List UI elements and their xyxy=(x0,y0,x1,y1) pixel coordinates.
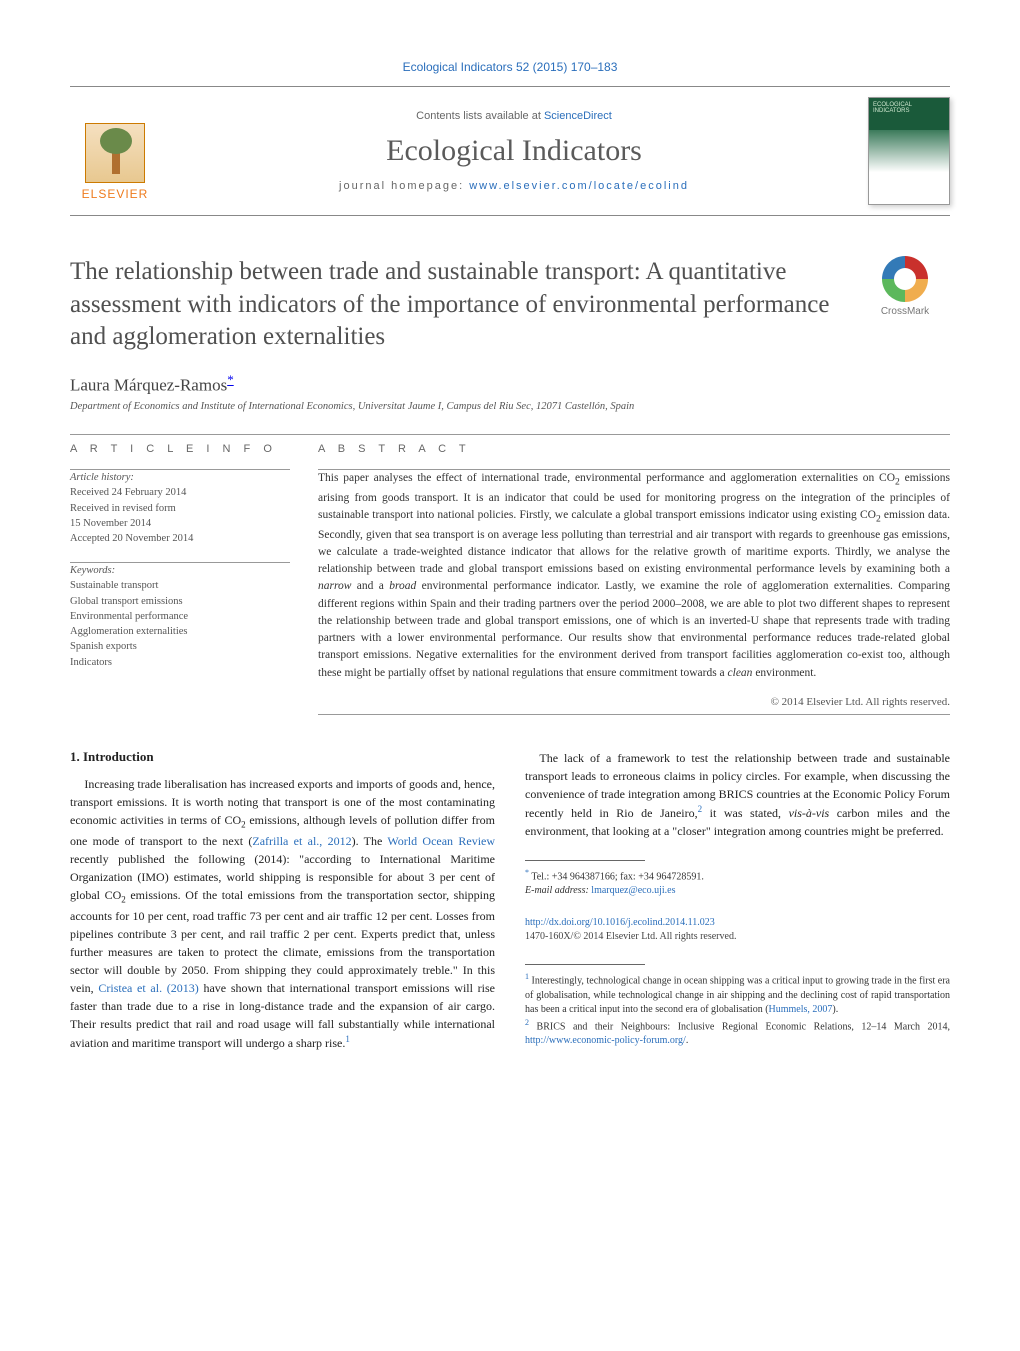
journal-homepage-link[interactable]: www.elsevier.com/locate/ecolind xyxy=(469,180,689,192)
cite-zafrilla-2012[interactable]: Zafrilla et al., 2012 xyxy=(252,834,351,848)
keyword-1: Global transport emissions xyxy=(70,594,290,609)
intro-visavis: vis-à-vis xyxy=(789,806,830,820)
intro-3b: it was stated, xyxy=(702,806,788,820)
abstract-text: This paper analyses the effect of intern… xyxy=(318,470,950,682)
history-revised-l1: Received in revised form xyxy=(70,501,290,516)
corresp-email-label: E-mail address: xyxy=(525,885,591,896)
abs-seg-a: This paper analyses the effect of intern… xyxy=(318,472,895,484)
keyword-4: Spanish exports xyxy=(70,639,290,654)
elsevier-tree-icon xyxy=(85,123,145,183)
homepage-prefix: journal homepage: xyxy=(339,180,469,192)
keywords-block: Keywords: Sustainable transport Global t… xyxy=(70,563,290,670)
body-two-column: 1. Introduction Increasing trade liberal… xyxy=(70,749,950,1052)
masthead: ELSEVIER Contents lists available at Sci… xyxy=(70,86,950,216)
article-info-heading: a r t i c l e i n f o xyxy=(70,443,290,455)
footnote-2: 2 BRICS and their Neighbours: Inclusive … xyxy=(525,1017,950,1048)
journal-name: Ecological Indicators xyxy=(180,134,848,168)
history-revised-l2: 15 November 2014 xyxy=(70,516,290,531)
abs-broad: broad xyxy=(389,580,416,592)
cite-world-ocean-review[interactable]: World Ocean Review xyxy=(387,834,495,848)
right-footnotes-block: 1 Interestingly, technological change in… xyxy=(525,964,950,1048)
corresponding-author-footnote: * Tel.: +34 964387166; fax: +34 96472859… xyxy=(525,867,950,884)
fn1-a: Interestingly, technological change in o… xyxy=(525,976,950,1015)
footnotes-rule xyxy=(525,964,645,965)
history-label: Article history: xyxy=(70,470,290,485)
cite-cristea-2013[interactable]: Cristea et al. (2013) xyxy=(98,981,198,995)
corresponding-author-marker[interactable]: * xyxy=(227,372,234,387)
corresp-tel: +34 964387166 xyxy=(552,871,615,882)
abs-seg-f: environment. xyxy=(752,667,816,679)
section-1-heading: 1. Introduction xyxy=(70,749,495,765)
article-title: The relationship between trade and susta… xyxy=(70,256,840,354)
corresp-fax: +34 964728591. xyxy=(638,871,704,882)
epf-link[interactable]: http://www.economic-policy-forum.org/ xyxy=(525,1035,686,1046)
crossmark-badge[interactable]: CrossMark xyxy=(860,256,950,317)
footnote-1: 1 Interestingly, technological change in… xyxy=(525,971,950,1016)
keywords-label: Keywords: xyxy=(70,563,290,578)
history-received: Received 24 February 2014 xyxy=(70,485,290,500)
corresp-email-line: E-mail address: lmarquez@eco.uji.es xyxy=(525,884,950,898)
intro-1c: ). The xyxy=(352,834,388,848)
sciencedirect-link[interactable]: ScienceDirect xyxy=(544,110,612,122)
keyword-3: Agglomeration externalities xyxy=(70,624,290,639)
fn2-b: . xyxy=(686,1035,689,1046)
article-history: Article history: Received 24 February 20… xyxy=(70,470,290,546)
issn-copyright-line: 1470-160X/© 2014 Elsevier Ltd. All right… xyxy=(525,931,736,942)
contents-available-line: Contents lists available at ScienceDirec… xyxy=(180,110,848,122)
divider-top xyxy=(70,434,950,435)
crossmark-label: CrossMark xyxy=(881,306,929,317)
fn2-a: BRICS and their Neighbours: Inclusive Re… xyxy=(529,1021,950,1032)
keyword-0: Sustainable transport xyxy=(70,578,290,593)
abstract-copyright: © 2014 Elsevier Ltd. All rights reserved… xyxy=(318,696,950,708)
corresp-marker: * xyxy=(525,868,529,877)
journal-reference: Ecological Indicators 52 (2015) 170–183 xyxy=(70,60,950,74)
author-name: Laura Márquez-Ramos* xyxy=(70,372,950,396)
journal-cover-thumbnail[interactable] xyxy=(868,97,950,205)
abs-seg-d: and a xyxy=(351,580,389,592)
doi-link[interactable]: http://dx.doi.org/10.1016/j.ecolind.2014… xyxy=(525,917,715,928)
intro-para-1: Increasing trade liberalisation has incr… xyxy=(70,775,495,1052)
corresp-fax-label: ; fax: xyxy=(615,871,638,882)
corresp-tel-label: Tel.: xyxy=(531,871,551,882)
footnote-ref-1[interactable]: 1 xyxy=(345,1034,350,1044)
keyword-2: Environmental performance xyxy=(70,609,290,624)
elsevier-logo[interactable]: ELSEVIER xyxy=(70,101,160,201)
author-affiliation: Department of Economics and Institute of… xyxy=(70,401,950,412)
crossmark-icon xyxy=(882,256,928,302)
doi-block: http://dx.doi.org/10.1016/j.ecolind.2014… xyxy=(525,916,950,944)
contents-prefix: Contents lists available at xyxy=(416,110,544,122)
author-text: Laura Márquez-Ramos xyxy=(70,375,227,394)
corresp-email-link[interactable]: lmarquez@eco.uji.es xyxy=(591,885,675,896)
abstract-heading: a b s t r a c t xyxy=(318,443,950,455)
abs-narrow: narrow xyxy=(318,580,351,592)
abs-clean: clean xyxy=(728,667,753,679)
intro-para-3: The lack of a framework to test the rela… xyxy=(525,749,950,840)
history-accepted: Accepted 20 November 2014 xyxy=(70,531,290,546)
fn1-b: ). xyxy=(832,1004,838,1015)
keyword-5: Indicators xyxy=(70,655,290,670)
corresp-rule xyxy=(525,860,645,861)
elsevier-wordmark: ELSEVIER xyxy=(82,187,149,201)
left-footer-block: * Tel.: +34 964387166; fax: +34 96472859… xyxy=(525,860,950,944)
abstract-bottom-rule xyxy=(318,714,950,715)
cite-hummels-2007[interactable]: Hummels, 2007 xyxy=(769,1004,833,1015)
abs-seg-e: environmental performance indicator. Las… xyxy=(318,580,950,678)
journal-homepage-line: journal homepage: www.elsevier.com/locat… xyxy=(180,180,848,192)
